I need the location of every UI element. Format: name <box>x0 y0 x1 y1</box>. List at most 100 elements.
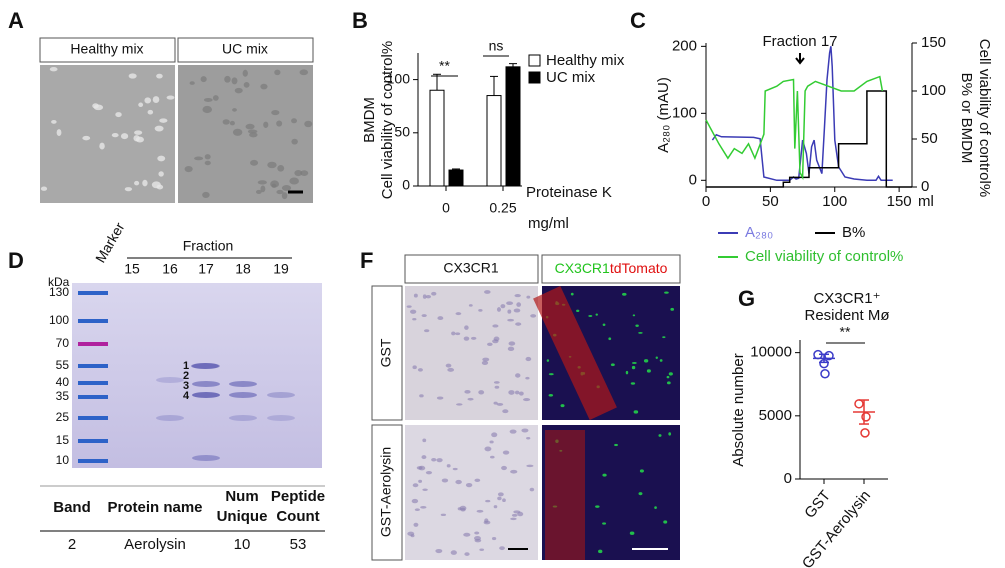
texture <box>412 317 417 321</box>
texture <box>465 483 473 488</box>
gel-band <box>267 392 295 398</box>
legend-swatch <box>528 71 541 84</box>
texture <box>416 466 423 470</box>
texture <box>526 295 531 299</box>
panel-label: D <box>8 248 24 273</box>
x-tick-label: 150 <box>887 193 912 210</box>
y-tick-label: 0 <box>689 171 697 188</box>
texture <box>510 469 518 474</box>
texture <box>548 393 554 397</box>
texture <box>40 186 48 191</box>
ladder-label: 35 <box>56 389 70 403</box>
texture <box>474 531 480 535</box>
texture <box>576 309 580 313</box>
ladder-band <box>78 381 108 385</box>
ladder-band <box>78 395 108 399</box>
texture <box>464 390 471 394</box>
x-axis-label: Proteinase K <box>526 184 612 201</box>
gel-band <box>229 381 257 387</box>
texture <box>431 458 437 462</box>
x-tick-label: 50 <box>762 193 779 210</box>
y2-axis-label: Cell viability of control% <box>976 39 993 197</box>
texture <box>446 464 451 468</box>
table-header: Num <box>225 488 258 505</box>
texture <box>274 69 281 76</box>
y2-axis-label: B% or BMDM <box>958 73 975 164</box>
ladder-label: 130 <box>49 285 69 299</box>
x-tick-label: 0.25 <box>489 200 516 216</box>
texture <box>493 401 498 405</box>
panel-label: B <box>352 8 368 33</box>
legend-label: UC mix <box>546 69 596 86</box>
texture <box>457 507 462 511</box>
texture <box>494 385 500 389</box>
y-axis-label: A₂₈₀ (mAU) <box>655 77 672 153</box>
texture <box>497 496 502 501</box>
texture <box>468 304 473 307</box>
lane-number: 16 <box>162 261 178 277</box>
texture <box>147 109 154 115</box>
gel-band <box>229 415 257 421</box>
texture <box>144 97 152 104</box>
texture <box>255 189 262 194</box>
texture <box>243 81 250 88</box>
row-box <box>371 285 403 421</box>
texture <box>507 318 515 322</box>
gel-band <box>156 415 184 421</box>
x-axis-label: mg/ml <box>528 215 569 232</box>
texture <box>247 129 258 134</box>
texture <box>267 161 277 169</box>
texture <box>479 548 485 552</box>
header-box <box>541 254 681 284</box>
texture <box>299 69 309 76</box>
texture <box>445 363 452 368</box>
texture <box>493 505 498 509</box>
legend-label: Healthy mix <box>546 52 625 69</box>
column-header: CX3CR1 <box>443 260 498 276</box>
texture <box>515 390 520 395</box>
header-box <box>177 37 314 63</box>
ladder-band <box>78 319 108 323</box>
texture <box>476 509 484 513</box>
lane-number: 18 <box>235 261 251 277</box>
texture <box>120 133 129 140</box>
unit-label: kDa <box>48 275 70 289</box>
texture <box>513 308 521 313</box>
table-cell: 53 <box>290 536 307 553</box>
header-box <box>39 37 176 63</box>
texture <box>424 329 430 333</box>
texture <box>231 77 238 85</box>
texture <box>204 154 211 160</box>
texture <box>440 513 447 517</box>
y-tick-label: 50 <box>394 124 410 140</box>
y2-tick-label: 100 <box>921 82 946 99</box>
legend-label: Cell viability of control% <box>745 248 903 265</box>
texture <box>467 397 474 401</box>
data-point <box>824 350 834 361</box>
gel <box>72 283 322 468</box>
texture <box>82 135 91 141</box>
texture <box>484 446 492 452</box>
texture <box>668 372 673 376</box>
texture <box>154 125 164 132</box>
texture <box>496 402 504 406</box>
texture <box>664 291 669 294</box>
texture <box>435 548 443 554</box>
texture <box>189 81 195 85</box>
texture <box>509 429 517 434</box>
ladder-label: 55 <box>56 358 70 372</box>
texture <box>245 123 255 130</box>
texture <box>222 119 230 125</box>
gel-band <box>191 363 219 369</box>
texture <box>159 118 168 123</box>
x-tick-label: 0 <box>442 200 450 216</box>
y-tick-label: 100 <box>672 104 697 121</box>
significance: ** <box>439 58 450 74</box>
layout <box>39 37 805 561</box>
texture <box>419 394 424 398</box>
texture <box>418 479 423 483</box>
texture <box>633 410 639 414</box>
panel-label: G <box>738 286 755 311</box>
texture <box>570 292 574 296</box>
texture <box>608 337 612 341</box>
